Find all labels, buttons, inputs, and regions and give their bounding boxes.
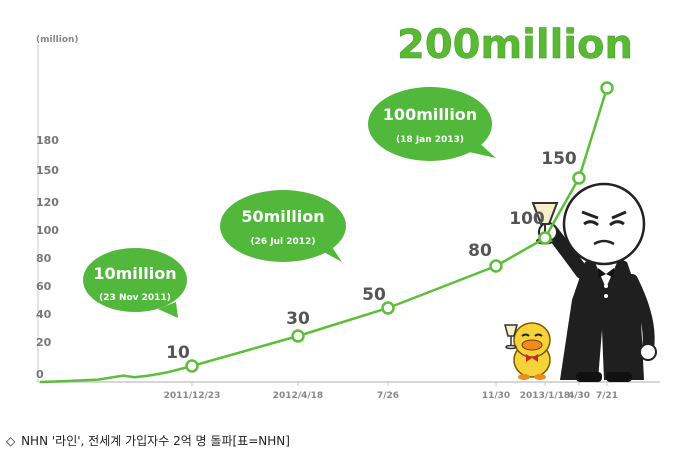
milestone-title: 100million <box>383 105 477 124</box>
labels-group: 10 30 50 80 100 150 200million <box>166 22 633 363</box>
x-tick-label: 7/21 <box>596 391 618 400</box>
chart-frame: (million) 0 20 40 60 80 100 120 150 180 2011/12/23… <box>36 22 660 400</box>
y-tick-label: 150 <box>36 164 59 177</box>
milestone-bubble <box>83 248 187 312</box>
axis-group: (million) 0 20 40 60 80 100 120 150 180 2011/12/23… <box>36 35 660 400</box>
data-point-marker <box>381 301 395 315</box>
data-point-label: 150 <box>541 149 577 169</box>
caption-text: NHN '라인', 전세계 가입자수 2억 명 돌파[표=NHN] <box>21 434 290 448</box>
data-point-label: 30 <box>286 309 310 329</box>
y-tick-label: 20 <box>36 336 52 349</box>
data-point-marker <box>489 259 503 273</box>
x-tick-label: 4/30 <box>568 391 590 400</box>
y-tick-label: 0 <box>36 368 44 381</box>
milestone-title: 10million <box>93 264 176 283</box>
y-tick-label: 120 <box>36 196 59 209</box>
data-point-marker <box>538 231 552 245</box>
x-tick-label: 2012/4/18 <box>273 391 323 400</box>
milestone-bubble <box>220 190 346 262</box>
data-point-label: 50 <box>362 285 386 305</box>
data-point-label: 100 <box>509 209 545 229</box>
data-point-marker <box>291 329 305 343</box>
line-chart: (million) 0 20 40 60 80 100 120 150 180 2011/12/23… <box>36 22 660 400</box>
moon-character-icon <box>531 182 657 382</box>
milestone-date: (18 Jan 2013) <box>396 135 464 145</box>
series-line <box>39 87 609 384</box>
data-point-label: 10 <box>166 343 190 363</box>
milestone-bubbles: 10million (23 Nov 2011) 50million (26 Jul 2… <box>83 87 496 318</box>
characters <box>504 182 657 382</box>
figure-caption: ◇ NHN '라인', 전세계 가입자수 2억 명 돌파[표=NHN] <box>6 432 290 449</box>
milestone-bubble-tail <box>460 140 496 158</box>
y-tick-label: 100 <box>36 224 59 237</box>
data-point-label: 80 <box>468 241 492 261</box>
x-tick-label: 2013/1/18 <box>520 391 570 400</box>
y-tick-label: 60 <box>36 280 52 293</box>
milestone-date: (23 Nov 2011) <box>99 293 171 303</box>
data-point-marker <box>185 359 199 373</box>
milestone-bubble-tail <box>158 302 178 318</box>
y-tick-label: 40 <box>36 308 52 321</box>
x-tick-label: 11/30 <box>482 391 510 400</box>
sally-chick-icon <box>504 322 551 380</box>
milestone-bubble <box>368 87 492 161</box>
headline-total: 200million <box>397 22 633 68</box>
y-unit-label: (million) <box>36 35 79 45</box>
milestone-bubble-tail <box>320 244 342 262</box>
data-point-marker <box>600 81 614 95</box>
y-tick-label: 180 <box>36 134 59 147</box>
x-tick-label: 2011/12/23 <box>164 391 221 400</box>
series-group <box>39 81 614 384</box>
x-tick-label: 7/26 <box>377 391 399 400</box>
data-point-marker <box>572 171 586 185</box>
milestone-title: 50million <box>241 207 324 226</box>
milestone-date: (26 Jul 2012) <box>251 237 316 247</box>
y-tick-label: 80 <box>36 252 52 265</box>
diamond-icon: ◇ <box>6 434 16 448</box>
